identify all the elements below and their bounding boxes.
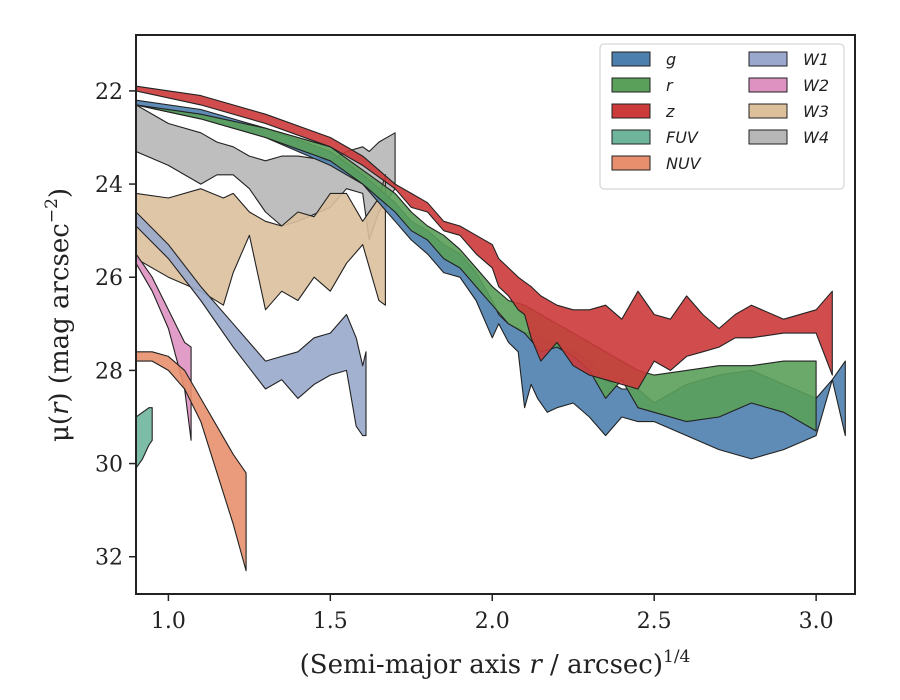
legend-label-r: r — [666, 76, 674, 95]
legend-label-w1: W1 — [803, 50, 829, 69]
x-axis: 1.0 1.5 2.0 2.5 3.0 — [151, 594, 834, 634]
series-band-nuv — [136, 351, 247, 572]
x-tick-label: 2.0 — [475, 609, 510, 634]
legend-label-w4: W4 — [803, 128, 829, 147]
x-tick-label: 2.5 — [637, 609, 672, 634]
legend-swatch-w2 — [748, 77, 788, 93]
legend-swatch-g — [611, 51, 651, 67]
legend-swatch-z — [611, 103, 651, 119]
series-band-fuv — [136, 407, 153, 469]
plot-frame — [135, 34, 856, 595]
series-band-w3 — [136, 174, 386, 311]
series-band-w2 — [136, 253, 192, 441]
legend-swatch-nuv — [611, 155, 651, 171]
legend: grz FUV NUV W1 W2 W3 W4 — [599, 43, 845, 190]
y-axis-label: μ(r) (mag arcsec−2) — [42, 188, 75, 442]
series-layer — [136, 85, 846, 572]
legend-swatch-r — [611, 77, 651, 93]
legend-label-w3: W3 — [803, 102, 829, 121]
y-tick-label: 28 — [95, 359, 123, 384]
y-tick-label: 26 — [95, 266, 123, 291]
legend-label-w2: W2 — [803, 76, 829, 95]
x-axis-label: (Semi-major axis r / arcsec)1/4 — [300, 647, 691, 680]
legend-swatch-w4 — [748, 129, 788, 145]
y-tick-label: 30 — [95, 453, 123, 478]
legend-label-g: g — [666, 50, 676, 69]
y-tick-label: 32 — [95, 546, 123, 571]
legend-label-fuv: FUV — [666, 128, 699, 147]
y-tick-label: 24 — [95, 173, 123, 198]
legend-label-z: z — [665, 102, 675, 121]
y-axis: 22 24 26 28 30 32 — [95, 80, 136, 571]
legend-swatch-fuv — [611, 129, 651, 145]
legend-label-nuv: NUV — [666, 154, 702, 173]
series-band-r — [136, 104, 817, 432]
x-tick-label: 1.5 — [313, 609, 348, 634]
legend-swatch-w1 — [748, 51, 788, 67]
x-tick-label: 1.0 — [151, 609, 186, 634]
y-tick-label: 22 — [95, 80, 123, 105]
x-tick-label: 3.0 — [799, 609, 834, 634]
series-band-z — [136, 85, 833, 390]
series-band-w1 — [136, 211, 367, 437]
legend-swatch-w3 — [748, 103, 788, 119]
